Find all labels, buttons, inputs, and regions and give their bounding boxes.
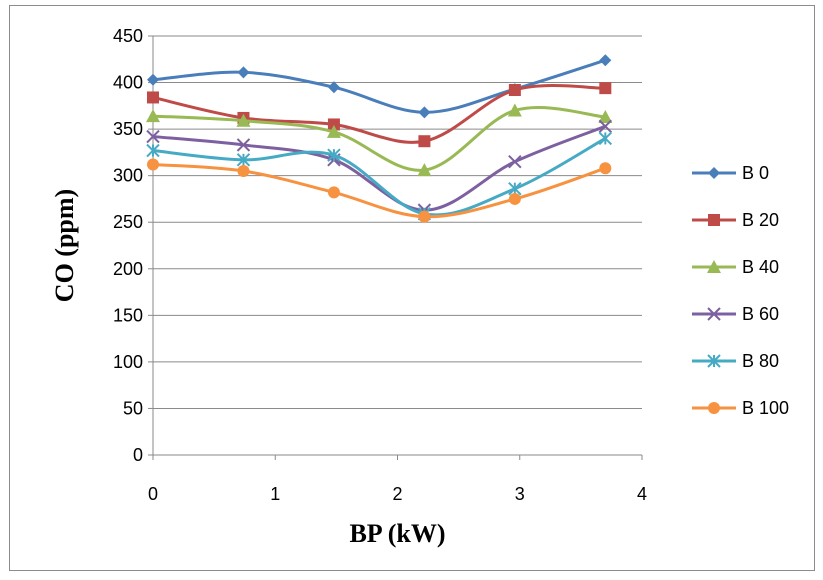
data-point bbox=[599, 54, 612, 67]
data-point bbox=[598, 131, 613, 146]
legend-marker bbox=[708, 402, 720, 414]
data-point bbox=[508, 192, 521, 205]
legend-item: B 80 bbox=[692, 351, 779, 371]
series-line bbox=[152, 124, 606, 212]
legend-marker bbox=[707, 307, 721, 321]
legend-item: B 0 bbox=[692, 163, 769, 183]
legend-marker bbox=[707, 354, 721, 368]
legend-label: B 80 bbox=[742, 351, 779, 371]
x-tick-label: 3 bbox=[515, 484, 525, 504]
data-point bbox=[236, 153, 251, 167]
axes bbox=[148, 35, 643, 460]
x-axis-title: BP (kW) bbox=[349, 519, 445, 548]
series-line bbox=[152, 58, 606, 114]
data-point bbox=[418, 135, 431, 148]
data-point bbox=[146, 129, 160, 144]
data-point bbox=[508, 154, 522, 169]
y-tick-label: 50 bbox=[123, 398, 143, 418]
data-point bbox=[147, 158, 159, 171]
data-point bbox=[327, 81, 340, 94]
data-point bbox=[508, 84, 521, 97]
legend-marker bbox=[707, 260, 721, 273]
data-point bbox=[598, 119, 613, 134]
legend-item: B 100 bbox=[692, 398, 789, 418]
legend-label: B 40 bbox=[742, 257, 779, 277]
legend-label: B 60 bbox=[742, 304, 779, 324]
y-tick-label: 100 bbox=[113, 352, 143, 372]
y-tick-label: 300 bbox=[113, 166, 143, 186]
data-point bbox=[417, 163, 432, 177]
legend-item: B 20 bbox=[692, 210, 779, 230]
line-chart: 0 50 100 150 200 250 300 350 400 450 0 1 2 3 4 BP (kW)… bbox=[50, 26, 789, 548]
data-point bbox=[237, 66, 250, 79]
data-point bbox=[327, 148, 341, 162]
data-point bbox=[147, 73, 159, 86]
legend-label: B 20 bbox=[742, 210, 779, 230]
legend: B 0 B 20 B 40 B 60 B 80 B 100 bbox=[692, 163, 789, 418]
data-point bbox=[599, 82, 612, 95]
data-point bbox=[599, 162, 612, 175]
gridlines bbox=[153, 35, 642, 409]
x-tick-label: 4 bbox=[637, 484, 647, 504]
data-point bbox=[326, 124, 341, 138]
series-line bbox=[152, 162, 606, 219]
series-line bbox=[152, 84, 606, 144]
x-tick-label: 1 bbox=[270, 484, 280, 504]
x-tick-label: 0 bbox=[148, 484, 158, 504]
data-point bbox=[418, 210, 431, 223]
data-point bbox=[237, 165, 250, 178]
series-b0 bbox=[147, 54, 612, 119]
tick-labels: 0 50 100 150 200 250 300 350 400 450 0 1 2 3 4 bbox=[113, 26, 647, 504]
data-point bbox=[598, 110, 613, 124]
y-tick-label: 200 bbox=[113, 259, 143, 279]
y-tick-label: 0 bbox=[133, 445, 143, 465]
legend-item: B 40 bbox=[692, 257, 779, 277]
series-line bbox=[152, 137, 607, 217]
series-lines bbox=[146, 54, 613, 223]
y-tick-label: 250 bbox=[113, 212, 143, 232]
legend-label: B 0 bbox=[742, 163, 769, 183]
y-axis-title: CO (ppm) bbox=[50, 189, 79, 302]
data-point bbox=[327, 186, 340, 199]
legend-label: B 100 bbox=[742, 398, 789, 418]
data-point bbox=[236, 138, 251, 152]
data-point bbox=[146, 143, 160, 158]
data-point bbox=[508, 181, 522, 196]
data-point bbox=[327, 118, 340, 131]
series-line bbox=[152, 106, 606, 172]
data-point bbox=[418, 106, 431, 119]
legend-marker bbox=[708, 214, 720, 226]
data-point bbox=[146, 109, 160, 123]
y-tick-label: 350 bbox=[113, 119, 143, 139]
data-point bbox=[507, 103, 522, 117]
data-point bbox=[236, 113, 251, 127]
chart-frame: 0 50 100 150 200 250 300 350 400 450 0 1 2 3 4 BP (kW)… bbox=[9, 5, 815, 571]
legend-item: B 60 bbox=[692, 304, 779, 324]
y-tick-label: 150 bbox=[113, 305, 143, 325]
x-tick-label: 2 bbox=[392, 484, 402, 504]
series-b100 bbox=[147, 158, 612, 223]
legend-marker bbox=[708, 167, 720, 179]
y-tick-label: 450 bbox=[113, 26, 143, 46]
data-point bbox=[147, 91, 159, 104]
y-tick-label: 400 bbox=[113, 73, 143, 93]
series-b40 bbox=[146, 103, 613, 177]
series-b20 bbox=[147, 82, 612, 148]
